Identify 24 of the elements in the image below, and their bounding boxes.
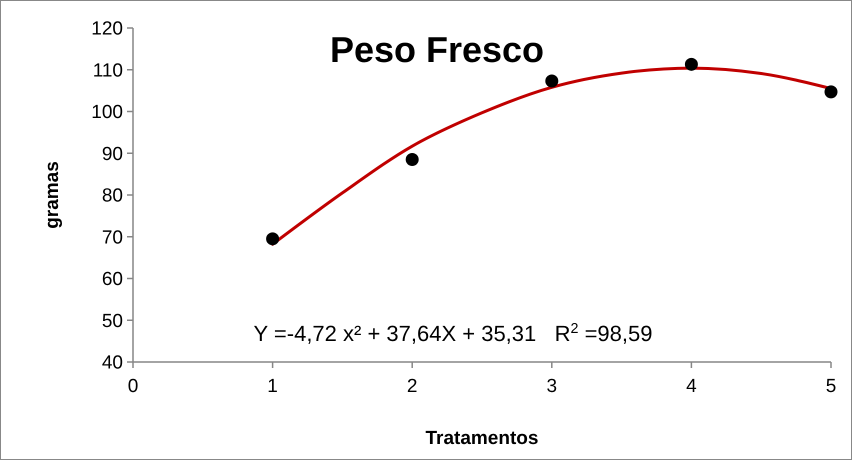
- x-tick-label: 0: [128, 376, 138, 397]
- y-tick-label: 60: [102, 269, 123, 290]
- y-axis-title: gramas: [42, 161, 63, 229]
- y-tick-label: 110: [92, 60, 123, 82]
- x-tick-label: 1: [267, 376, 278, 397]
- y-tick-label: 100: [91, 102, 123, 124]
- y-tick-label: 40: [102, 352, 123, 374]
- x-axis-title: Tratamentos: [426, 428, 538, 449]
- x-tick-label: 3: [546, 376, 558, 397]
- y-tick-label: 80: [102, 186, 123, 207]
- x-tick-label: 2: [406, 376, 418, 397]
- x-tick-label: 5: [826, 376, 836, 397]
- x-tick-label: 4: [686, 376, 698, 397]
- y-tick-label: 50: [102, 310, 123, 332]
- y-tick-label: 120: [91, 18, 123, 40]
- y-tick-label: 70: [102, 227, 123, 248]
- y-tick-label: 90: [102, 144, 123, 165]
- chart-title: Peso Fresco: [330, 29, 544, 70]
- point: [545, 74, 558, 88]
- point: [684, 58, 698, 71]
- point: [406, 153, 419, 166]
- point: [266, 232, 280, 246]
- annotation: Y =-4,72 x² + 37,64X + 35,31 R$^{2}$ =98,59: [254, 321, 652, 346]
- point: [824, 85, 838, 98]
